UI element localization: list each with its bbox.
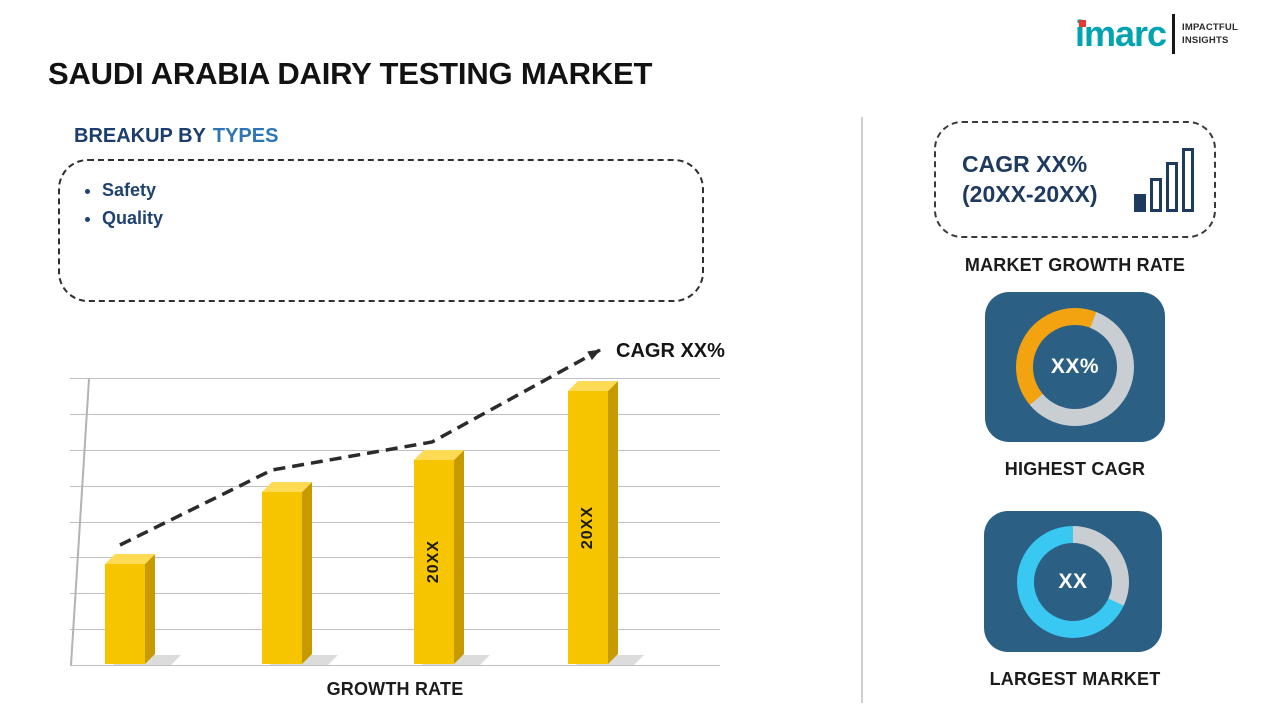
logo-tagline-line2: INSIGHTS bbox=[1182, 35, 1229, 46]
bar-icon-segment bbox=[1166, 161, 1178, 212]
highest-cagr-card: XX% bbox=[985, 292, 1165, 442]
highest-cagr-donut-chart: XX% bbox=[1016, 308, 1134, 426]
largest-market-card: XX bbox=[984, 511, 1162, 652]
largest-market-label: LARGEST MARKET bbox=[989, 669, 1161, 689]
growth-rate-chart: 20XX 20XX bbox=[70, 378, 720, 666]
gridline bbox=[70, 665, 720, 666]
chart-x-axis-label: GROWTH RATE bbox=[326, 679, 464, 699]
cagr-summary-text: CAGR XX% (20XX-20XX) bbox=[962, 150, 1134, 210]
chart-bar bbox=[262, 482, 338, 665]
market-growth-rate-label: MARKET GROWTH RATE bbox=[964, 255, 1186, 275]
breakup-types-list: Safety Quality bbox=[84, 180, 678, 229]
chart-bar bbox=[105, 554, 181, 665]
highest-cagr-label: HIGHEST CAGR bbox=[1004, 459, 1146, 479]
breakup-heading-highlight: TYPES bbox=[212, 125, 279, 147]
cagr-value-line: CAGR XX% bbox=[962, 150, 1088, 177]
imarc-logo: imarc IMPACTFUL INSIGHTS bbox=[1075, 14, 1238, 54]
page-title: SAUDI ARABIA DAIRY TESTING MARKET bbox=[48, 56, 653, 91]
cagr-period-line: (20XX-20XX) bbox=[962, 180, 1098, 207]
logo-tagline: IMPACTFUL INSIGHTS bbox=[1182, 21, 1238, 48]
highest-cagr-value: XX% bbox=[1050, 355, 1100, 378]
largest-market-donut-chart: XX bbox=[1017, 525, 1129, 638]
chart-bar: 20XX bbox=[568, 381, 644, 665]
gridline bbox=[70, 593, 720, 594]
breakup-heading: BREAKUP BY TYPES bbox=[74, 125, 278, 148]
trend-arrow bbox=[119, 348, 601, 547]
gridline bbox=[70, 522, 720, 523]
bar-front-face bbox=[262, 492, 302, 664]
trend-cagr-label: CAGR XX% bbox=[616, 340, 725, 362]
chart-bar: 20XX bbox=[414, 450, 490, 665]
gridline bbox=[70, 486, 720, 487]
list-item: Safety bbox=[102, 180, 678, 201]
breakup-heading-prefix: BREAKUP BY bbox=[74, 125, 206, 147]
gridline bbox=[70, 629, 720, 630]
list-item: Quality bbox=[102, 208, 678, 229]
logo-tagline-line1: IMPACTFUL bbox=[1182, 21, 1238, 33]
bar-chart-icon bbox=[1134, 147, 1198, 212]
donut-hole bbox=[1033, 325, 1117, 409]
gridline bbox=[70, 414, 720, 415]
bar-icon-segment bbox=[1182, 147, 1194, 212]
vertical-divider bbox=[861, 117, 863, 703]
bar-icon-segment bbox=[1150, 177, 1162, 212]
cagr-summary-box: CAGR XX% (20XX-20XX) bbox=[934, 121, 1216, 238]
gridline bbox=[70, 378, 720, 379]
largest-market-value: XX bbox=[1058, 569, 1088, 593]
logo-divider bbox=[1172, 14, 1176, 54]
logo-wordmark: imarc bbox=[1074, 13, 1167, 54]
donut-hole bbox=[1034, 542, 1112, 621]
gridline bbox=[70, 450, 720, 451]
bar-icon-segment bbox=[1134, 193, 1146, 212]
bar-front-face: 20XX bbox=[414, 460, 454, 664]
bar-front-face: 20XX bbox=[568, 391, 608, 664]
bar-front-face bbox=[105, 564, 145, 664]
gridline bbox=[70, 557, 720, 558]
bar-side-face bbox=[145, 554, 155, 664]
breakup-types-box: Safety Quality bbox=[58, 159, 704, 302]
